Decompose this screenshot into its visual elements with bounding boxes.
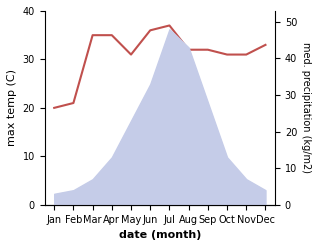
Y-axis label: med. precipitation (kg/m2): med. precipitation (kg/m2) bbox=[301, 42, 311, 173]
X-axis label: date (month): date (month) bbox=[119, 230, 201, 240]
Y-axis label: max temp (C): max temp (C) bbox=[7, 69, 17, 146]
